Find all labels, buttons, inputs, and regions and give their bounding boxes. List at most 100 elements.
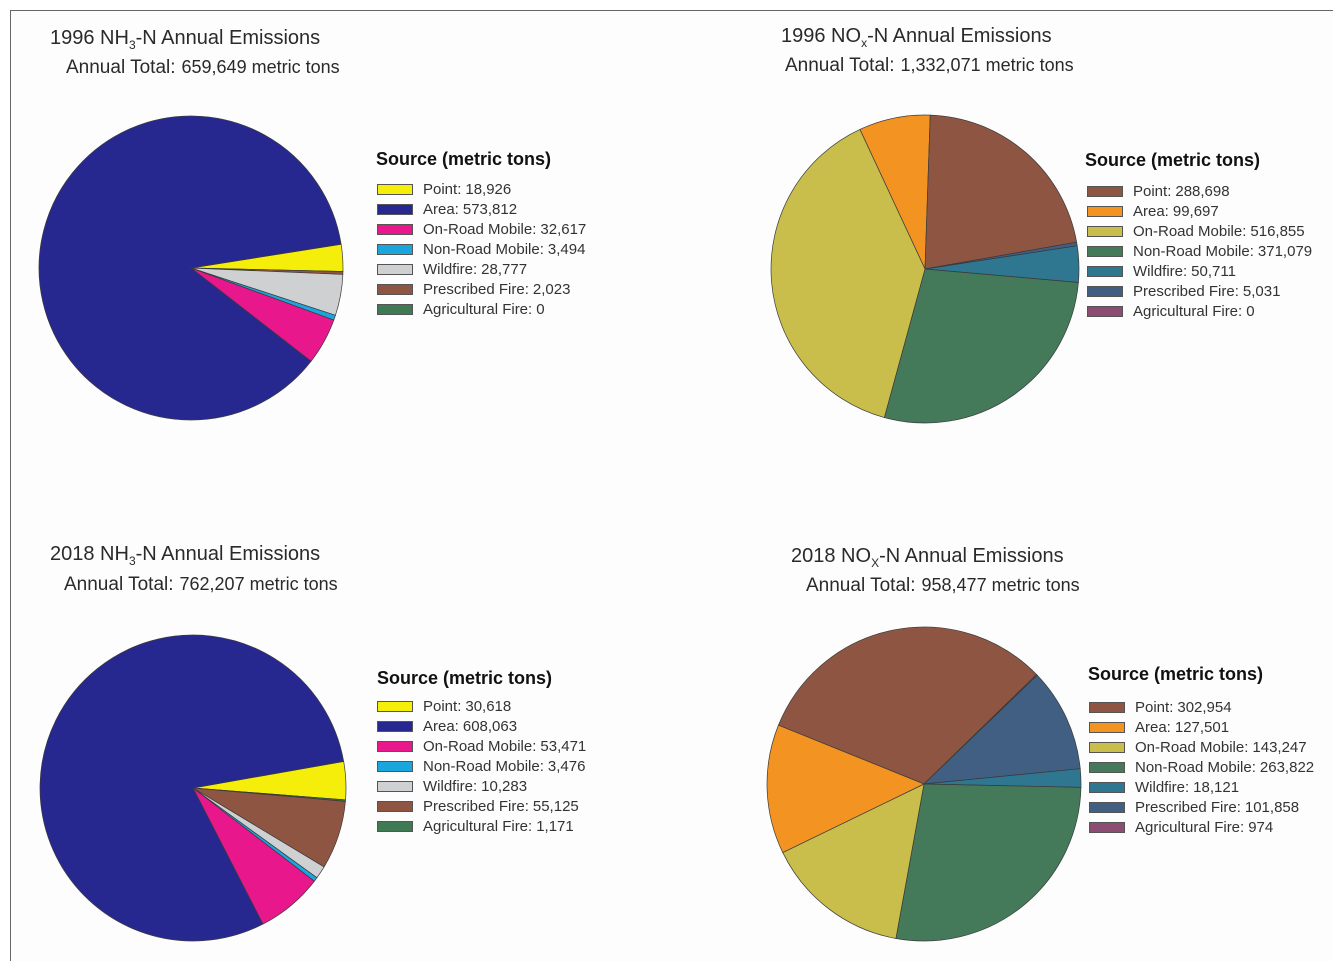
legend-swatch xyxy=(1089,762,1125,773)
pie-chart xyxy=(770,114,1080,424)
pie-slice-on-road-mobile xyxy=(782,783,925,939)
legend-source-name: Agricultural Fire: xyxy=(423,818,533,835)
legend-swatch xyxy=(377,264,413,275)
legend-source-value: 302,954 xyxy=(1177,699,1232,716)
legend-swatch xyxy=(377,304,413,315)
legend-label: On-Road Mobile: 143,247 xyxy=(1135,738,1307,758)
legend-source-value: 143,247 xyxy=(1252,739,1307,756)
legend-swatch xyxy=(1089,722,1125,733)
legend-source-value: 974 xyxy=(1248,819,1274,836)
legend-source-value: 371,079 xyxy=(1257,243,1313,260)
legend-label: Agricultural Fire: 974 xyxy=(1135,818,1273,838)
legend-label: Point: 302,954 xyxy=(1135,698,1232,718)
legend-source-value: 1,171 xyxy=(536,818,574,835)
legend-source-name: Wildfire: xyxy=(1135,779,1190,796)
legend-label: Agricultural Fire: 0 xyxy=(1133,302,1255,322)
legend-source-value: 573,812 xyxy=(462,201,518,218)
legend-swatch xyxy=(1087,206,1123,217)
chart-title: 2018 NOX-N Annual Emissions xyxy=(791,545,1064,570)
pie-slice-area xyxy=(39,634,345,942)
legend-source-value: 28,777 xyxy=(481,261,528,278)
legend-source-name: Wildfire: xyxy=(423,261,478,278)
legend-source-name: Point: xyxy=(1135,699,1174,716)
figure: 1996 NH3-N Annual Emissions Annual Total… xyxy=(10,10,1333,961)
legend-source-value: 18,926 xyxy=(465,181,512,198)
legend-source-name: Area: xyxy=(423,718,459,735)
legend-label: Prescribed Fire: 5,031 xyxy=(1133,282,1280,302)
legend-source-name: Non-Road Mobile: xyxy=(423,241,544,258)
legend-label: Area: 608,063 xyxy=(423,717,517,737)
annual-total: Annual Total: 1,332,071 metric tons xyxy=(785,55,1074,76)
pie-chart xyxy=(39,634,347,942)
legend-source-name: Prescribed Fire: xyxy=(423,798,529,815)
legend-source-name: Area: xyxy=(423,201,459,218)
chart-title: 2018 NH3-N Annual Emissions xyxy=(50,543,321,568)
legend-source-value: 53,471 xyxy=(540,738,587,755)
legend-swatch xyxy=(1089,782,1125,793)
legend-source-value: 5,031 xyxy=(1242,283,1281,300)
legend-source-name: On-Road Mobile: xyxy=(1135,739,1249,756)
legend-swatch xyxy=(1087,286,1123,297)
legend-source-name: Prescribed Fire: xyxy=(1135,799,1241,816)
pie-slice-non-road-mobile xyxy=(895,783,1082,942)
legend-label: Area: 99,697 xyxy=(1133,202,1219,222)
legend-source-name: Agricultural Fire: xyxy=(1135,819,1245,836)
legend-swatch xyxy=(1089,742,1125,753)
legend-source-value: 3,494 xyxy=(547,241,586,258)
legend-source-value: 10,283 xyxy=(481,778,528,795)
legend-swatch xyxy=(377,701,413,712)
legend-source-value: 50,711 xyxy=(1191,263,1236,280)
legend-title: Source (metric tons) xyxy=(1088,664,1264,684)
legend-source-name: Agricultural Fire: xyxy=(423,301,533,318)
legend-label: Wildfire: 50,711 xyxy=(1133,262,1236,282)
legend-swatch xyxy=(1089,802,1125,813)
legend-swatch xyxy=(377,821,413,832)
legend-swatch xyxy=(377,781,413,792)
annual-total: Annual Total: 958,477 metric tons xyxy=(806,575,1080,596)
legend-source-name: Agricultural Fire: xyxy=(1133,303,1243,320)
legend-label: Wildfire: 10,283 xyxy=(423,777,527,797)
legend-swatch xyxy=(1089,702,1125,713)
legend-source-value: 55,125 xyxy=(532,798,579,815)
legend-source-value: 32,617 xyxy=(540,221,587,238)
legend-title: Source (metric tons) xyxy=(377,668,553,688)
legend-label: On-Road Mobile: 53,471 xyxy=(423,737,586,757)
pie-slice-area xyxy=(766,724,925,854)
legend-source-value: 30,618 xyxy=(465,698,512,715)
legend-label: Non-Road Mobile: 371,079 xyxy=(1133,242,1312,262)
pie-chart xyxy=(38,115,344,421)
legend-source-value: 288,698 xyxy=(1175,183,1230,200)
legend-source-value: 263,822 xyxy=(1259,759,1315,776)
legend-label: Area: 573,812 xyxy=(423,200,517,220)
legend-label: On-Road Mobile: 32,617 xyxy=(423,220,586,240)
legend-source-value: 101,858 xyxy=(1244,799,1300,816)
legend-label: Point: 18,926 xyxy=(423,180,511,200)
chart-panel-2018-nh3: 2018 NH3-N Annual Emissions Annual Total… xyxy=(11,481,671,951)
pie-slice-non-road-mobile xyxy=(883,268,1079,424)
legend-source-name: Non-Road Mobile: xyxy=(1135,759,1256,776)
legend-source-name: Point: xyxy=(423,181,462,198)
chart-panel-1996-nox: 1996 NOx-N Annual Emissions Annual Total… xyxy=(671,11,1331,481)
legend-source-value: 18,121 xyxy=(1193,779,1240,796)
legend-swatch xyxy=(377,204,413,215)
legend-swatch xyxy=(1087,246,1123,257)
legend-swatch xyxy=(377,224,413,235)
legend-source-name: Prescribed Fire: xyxy=(1133,283,1239,300)
legend-label: Prescribed Fire: 101,858 xyxy=(1135,798,1299,818)
legend-swatch xyxy=(377,721,413,732)
legend-source-name: Wildfire: xyxy=(1133,263,1188,280)
legend-source-name: Non-Road Mobile: xyxy=(423,758,544,775)
legend-source-name: Wildfire: xyxy=(423,778,478,795)
legend-source-name: On-Road Mobile: xyxy=(1133,223,1247,240)
pie-slice-on-road-mobile xyxy=(770,128,926,418)
legend-label: Prescribed Fire: 55,125 xyxy=(423,797,579,817)
legend-source-value: 3,476 xyxy=(547,758,586,775)
legend-source-value: 127,501 xyxy=(1174,719,1230,736)
legend-title: Source (metric tons) xyxy=(1085,150,1261,170)
legend-swatch xyxy=(377,184,413,195)
legend-label: Wildfire: 28,777 xyxy=(423,260,527,280)
legend-title: Source (metric tons) xyxy=(376,149,552,169)
legend-label: Prescribed Fire: 2,023 xyxy=(423,280,570,300)
legend-label: On-Road Mobile: 516,855 xyxy=(1133,222,1305,242)
legend-label: Agricultural Fire: 1,171 xyxy=(423,817,574,837)
